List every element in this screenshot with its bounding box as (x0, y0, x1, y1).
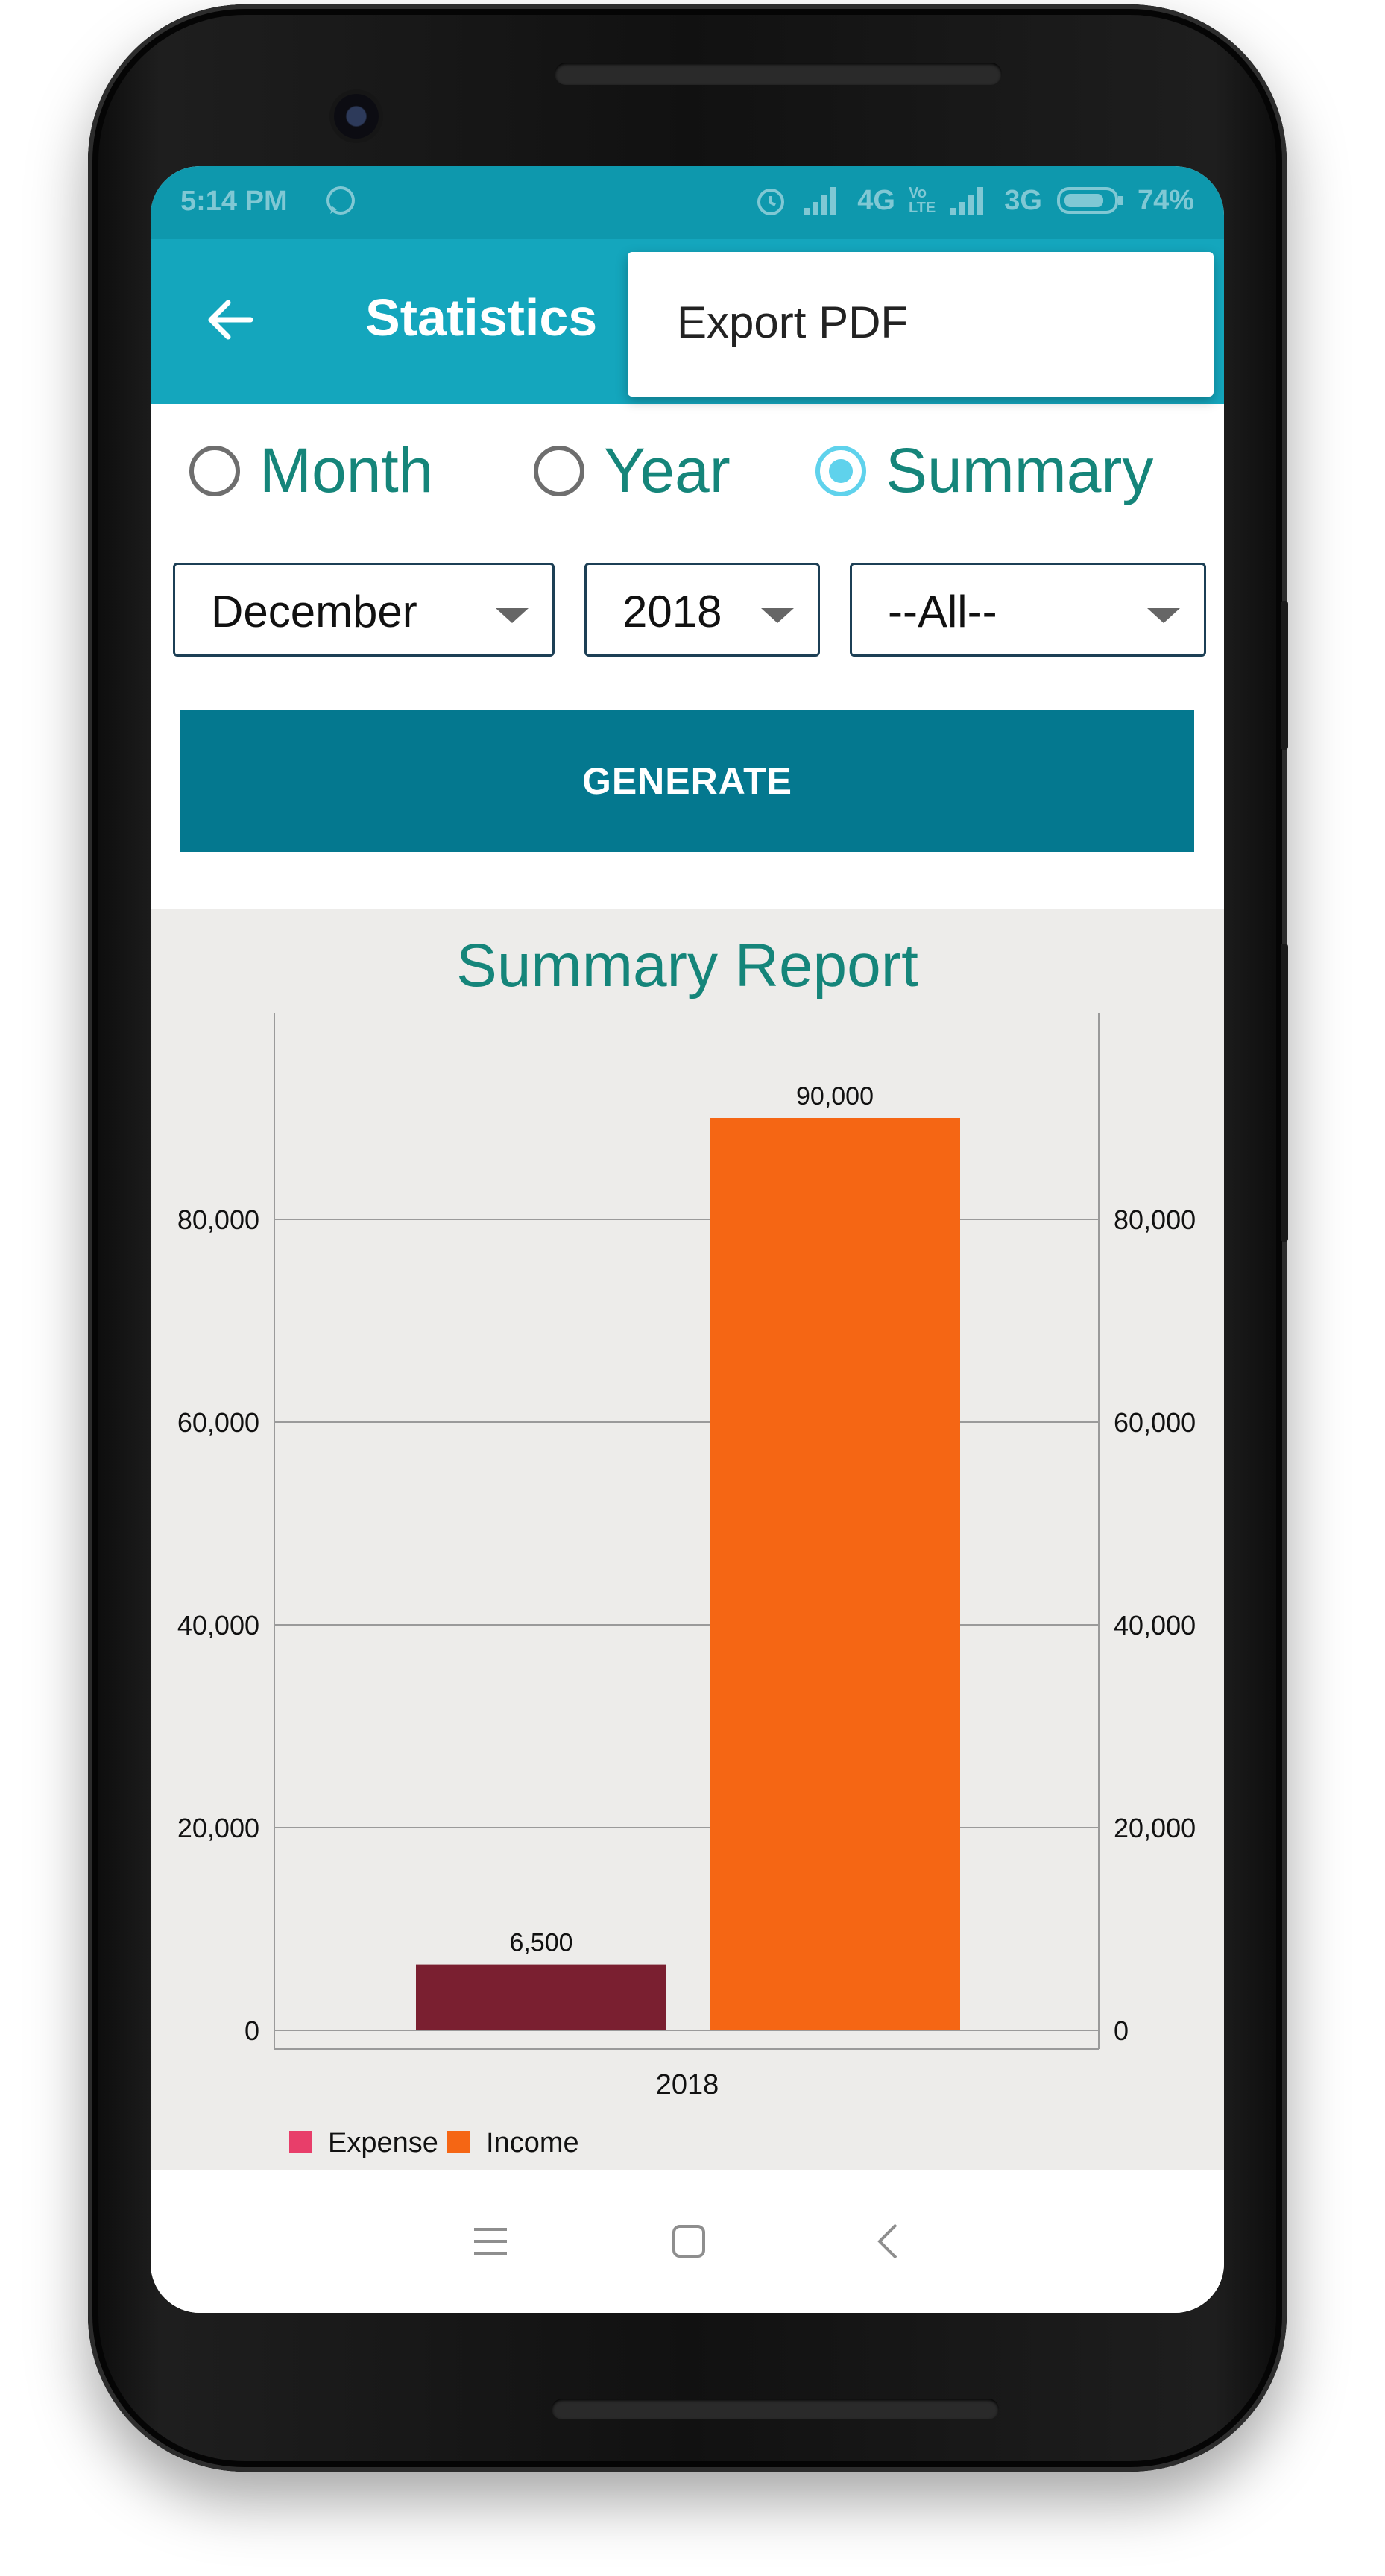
device-screen: 5:14 PM 4G Vo LTE 3G (151, 166, 1224, 2313)
status-time: 5:14 PM (180, 186, 288, 217)
arrow-left-icon[interactable] (204, 294, 256, 346)
y-tick-label-right: 40,000 (1114, 1610, 1196, 1641)
signal-icon (804, 187, 837, 215)
radio-year[interactable]: Year (534, 435, 731, 507)
radio-label[interactable]: Year (604, 435, 731, 505)
y-tick-label-right: 20,000 (1114, 1813, 1196, 1843)
legend-swatch-income (447, 2131, 470, 2153)
status-bar: 5:14 PM 4G Vo LTE 3G (151, 166, 1224, 239)
dropdown-arrow-icon (1147, 608, 1180, 623)
overflow-menu: Export PDF (628, 252, 1214, 397)
bar-data-label: 90,000 (796, 1082, 874, 1111)
volume-button (1281, 944, 1288, 1242)
year-select[interactable]: 2018 (584, 563, 820, 657)
legend-label-expense: Expense (328, 2127, 438, 2159)
y-tick-label-left: 20,000 (177, 1813, 259, 1843)
bottom-speaker (552, 2399, 999, 2419)
bar-chart: 0 0 20,000 20,000 40,000 40,000 60,000 60,000 80… (177, 1013, 1196, 2159)
chart-panel: Summary Report 0 0 20,000 20,000 40,000 40,00… (151, 909, 1224, 2170)
bar-expense (416, 1964, 666, 2030)
y-tick-label-right: 0 (1114, 2015, 1129, 2046)
menu-icon[interactable] (468, 2219, 513, 2264)
category-select-value: --All-- (888, 587, 997, 637)
radio-label[interactable]: Month (259, 435, 434, 505)
radio-month[interactable]: Month (189, 435, 433, 507)
x-tick-label: 2018 (656, 2069, 719, 2100)
dropdown-arrow-icon (496, 608, 529, 623)
front-camera (334, 94, 379, 139)
radio-label[interactable]: Summary (886, 435, 1154, 505)
square-home-icon[interactable] (666, 2219, 711, 2264)
month-select-value: December (211, 587, 417, 637)
volte-icon: Vo LTE (908, 185, 936, 216)
chart-title: Summary Report (456, 932, 918, 1000)
radio-button-icon[interactable] (534, 445, 584, 496)
radio-summary[interactable]: Summary (815, 435, 1153, 507)
dropdown-arrow-icon (761, 608, 794, 623)
legend-label-income: Income (486, 2127, 579, 2159)
bar-income (710, 1118, 960, 2030)
y-tick-label-right: 80,000 (1114, 1205, 1196, 1235)
power-button (1281, 601, 1288, 750)
signal-icon (950, 187, 984, 215)
radio-button-icon[interactable] (189, 445, 240, 496)
y-tick-label-right: 60,000 (1114, 1407, 1196, 1438)
period-radio-group: Month Year Summary (151, 435, 1224, 524)
y-tick-label-left: 0 (244, 2015, 259, 2046)
network-type-2: 3G (1004, 184, 1042, 216)
page-title: Statistics (365, 288, 598, 347)
legend-swatch-expense (289, 2131, 312, 2153)
generate-button[interactable]: GENERATE (180, 710, 1194, 852)
status-icons: 4G Vo LTE 3G 74% (753, 183, 1194, 218)
battery-icon (1056, 187, 1123, 214)
radio-button-selected-icon[interactable] (815, 445, 866, 496)
y-tick-label-left: 60,000 (177, 1407, 259, 1438)
whatsapp-icon (326, 186, 355, 215)
y-tick-label-left: 40,000 (177, 1610, 259, 1641)
month-select[interactable]: December (173, 563, 555, 657)
network-type-1: 4G (857, 184, 895, 216)
alarm-icon (757, 189, 785, 215)
y-tick-label-left: 80,000 (177, 1205, 259, 1235)
bar-data-label: 6,500 (509, 1929, 572, 1957)
triangle-back-icon[interactable] (866, 2219, 911, 2264)
earpiece-speaker (555, 63, 1002, 85)
system-nav-bar (151, 2170, 1224, 2313)
menu-item-export-pdf[interactable]: Export PDF (677, 297, 909, 347)
year-select-value: 2018 (622, 587, 722, 637)
battery-level: 74% (1137, 184, 1194, 216)
category-select[interactable]: --All-- (850, 563, 1206, 657)
